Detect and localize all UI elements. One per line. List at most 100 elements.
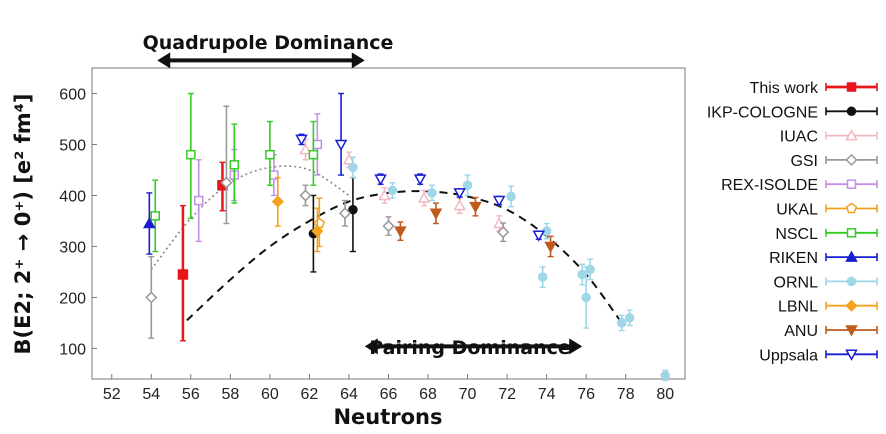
legend-item-ornl: ORNL: [774, 274, 878, 291]
legend-label: This work: [750, 80, 819, 97]
y-tick-label: 400: [59, 188, 86, 205]
x-tick-label: 56: [182, 386, 200, 403]
data-point: [311, 225, 324, 238]
data-point: [177, 269, 189, 280]
data-point: [417, 191, 431, 203]
data-point: [265, 149, 275, 160]
data-point: [453, 188, 466, 200]
data-point: [462, 180, 473, 191]
data-point: [295, 134, 308, 146]
x-tick-label: 68: [419, 386, 437, 403]
legend-item-nscl: NSCL: [775, 226, 878, 243]
data-point: [544, 241, 557, 253]
arrow-head-right: [569, 338, 583, 355]
x-tick-label: 52: [103, 386, 121, 403]
pairing-trend-curve: [186, 190, 623, 324]
data-point: [537, 272, 548, 282]
legend-marker: [845, 202, 858, 214]
legend-label: NSCL: [775, 226, 818, 243]
data-point: [497, 226, 510, 239]
series-ornl: [348, 156, 670, 382]
legend-label: ANU: [784, 323, 818, 340]
quadrupole-dominance-label: Quadrupole Dominance: [143, 32, 394, 54]
legend: This work IKP-COLOGNE IUAC GSI REX-ISOLDE UKA…: [707, 80, 878, 364]
x-tick-label: 64: [340, 386, 358, 403]
axis-ticks: 52 54 56 58 60 62 64 66 68 70 72 74 76 78 80 100 200 300 4…: [59, 86, 674, 403]
series-rex-isolde: [193, 113, 323, 243]
series-lbnl: [271, 176, 324, 253]
x-tick-label: 76: [577, 386, 595, 403]
data-point: [429, 208, 443, 220]
data-point: [186, 149, 196, 160]
x-axis-title: Neutrons: [333, 405, 442, 429]
series-gsi: [145, 105, 510, 339]
x-tick-label: 62: [301, 386, 319, 403]
data-point: [348, 204, 358, 215]
data-point: [220, 176, 233, 189]
legend-marker: [845, 250, 858, 262]
series-nscl: [150, 92, 319, 253]
series-ikp-cologne: [308, 176, 358, 273]
legend-item-lbnl: LBNL: [778, 299, 878, 316]
data-points: [143, 92, 670, 382]
data-point: [577, 269, 587, 280]
annotations: Quadrupole Dominance Pairing Dominance: [143, 32, 583, 359]
legend-item-this-work: This work: [750, 80, 878, 97]
data-point: [342, 153, 356, 165]
series-riken: [143, 192, 156, 255]
x-tick-label: 70: [459, 386, 477, 403]
legend-marker: [846, 106, 857, 117]
legend-marker: [846, 179, 857, 189]
data-point: [506, 191, 516, 202]
data-point: [229, 160, 240, 170]
legend-label: IKP-COLOGNE: [707, 104, 818, 121]
y-tick-label: 500: [59, 137, 86, 154]
data-point: [334, 139, 348, 152]
data-point: [387, 185, 398, 196]
series-this-work: [177, 161, 228, 342]
data-point: [374, 174, 387, 186]
data-point: [308, 149, 319, 160]
legend-item-riken: RIKEN: [769, 250, 878, 267]
legend-item-ukal: UKAL: [776, 202, 878, 219]
x-tick-label: 74: [538, 386, 556, 403]
y-axis-title: B(E2; 2⁺ → 0⁺) [e² fm⁴]: [11, 94, 35, 355]
series-iuac: [299, 138, 506, 232]
data-point: [313, 217, 325, 229]
arrow-head-left: [364, 338, 378, 355]
x-tick-label: 66: [380, 386, 398, 403]
legend-marker: [846, 82, 857, 92]
legend-marker: [845, 153, 858, 166]
arrow-head-left: [157, 52, 171, 69]
legend-label: REX-ISOLDE: [721, 177, 818, 194]
x-tick-label: 60: [261, 386, 279, 403]
arrow-head-right: [351, 52, 365, 69]
legend-marker: [846, 276, 857, 287]
data-point: [312, 139, 323, 150]
data-point: [394, 226, 407, 238]
data-point: [338, 207, 352, 220]
series-uppsala: [295, 92, 546, 242]
legend-item-rex-isolde: REX-ISOLDE: [721, 177, 878, 194]
legend-marker: [845, 349, 858, 361]
y-tick-label: 200: [59, 290, 86, 307]
legend-label: GSI: [790, 153, 818, 170]
legend-item-gsi: GSI: [790, 153, 878, 170]
x-tick-label: 54: [142, 386, 160, 403]
data-point: [660, 370, 670, 381]
data-point: [378, 188, 391, 201]
data-point: [193, 195, 204, 206]
legend-item-iuac: IUAC: [780, 129, 878, 146]
legend-item-anu: ANU: [784, 323, 878, 340]
pairing-arrow: [364, 338, 583, 355]
data-point: [145, 291, 158, 304]
data-point: [624, 313, 635, 323]
data-point: [492, 195, 506, 208]
x-tick-label: 80: [656, 386, 674, 403]
y-tick-label: 300: [59, 239, 86, 256]
data-point: [299, 143, 312, 155]
legend-marker: [845, 129, 858, 141]
legend-item-ikp-cologne: IKP-COLOGNE: [707, 104, 878, 121]
data-point: [427, 188, 437, 198]
series-anu: [394, 196, 557, 258]
